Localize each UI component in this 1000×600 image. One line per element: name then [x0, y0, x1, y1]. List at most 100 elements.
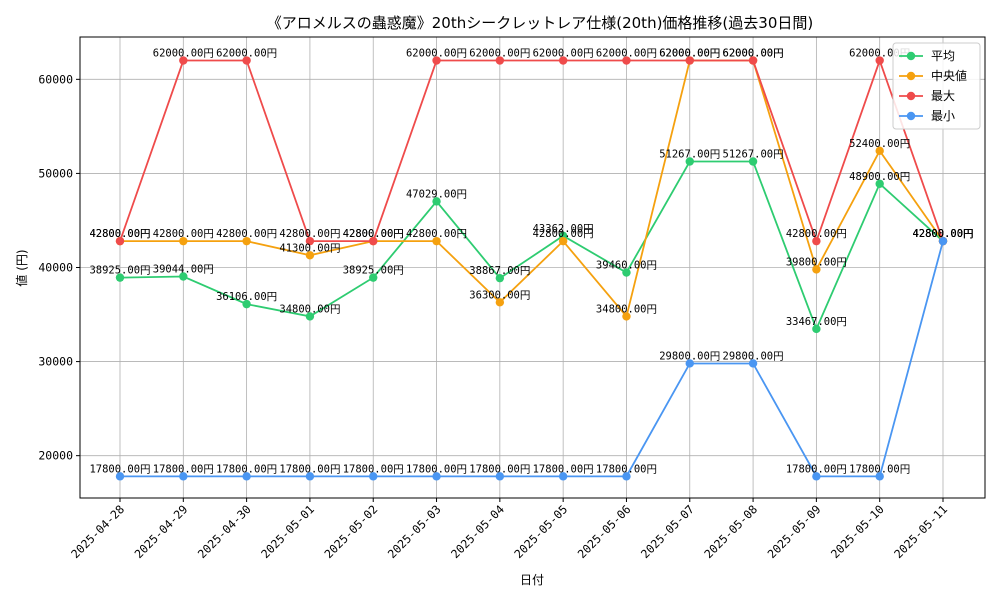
legend-label: 最小 — [931, 109, 955, 123]
data-point — [495, 273, 505, 283]
series-line — [119, 160, 944, 332]
data-label: 17800.00円 — [786, 463, 847, 475]
x-tick-label: 2025-04-30 — [195, 502, 254, 561]
y-tick-label: 30000 — [38, 355, 73, 369]
data-point — [242, 472, 251, 481]
data-label: 29800.00円 — [723, 350, 784, 362]
legend-label: 最大 — [931, 89, 955, 103]
data-point — [622, 312, 631, 321]
x-tick-label: 2025-05-09 — [765, 502, 824, 561]
data-label: 34800.00円 — [596, 303, 657, 315]
data-label: 38925.00円 — [343, 265, 404, 277]
legend-marker — [906, 91, 916, 101]
data-point — [622, 56, 631, 65]
data-point — [622, 472, 631, 481]
data-label: 48900.00円 — [849, 171, 910, 183]
data-label: 17800.00円 — [89, 463, 150, 475]
data-label: 62000.00円 — [659, 48, 720, 60]
legend-marker — [906, 51, 916, 61]
data-point — [432, 56, 441, 65]
data-label: 42800.00円 — [912, 228, 973, 240]
data-label: 39460.00円 — [596, 260, 657, 272]
legend-box — [892, 42, 981, 130]
data-label: 17800.00円 — [596, 463, 657, 475]
data-label: 52400.00円 — [849, 138, 910, 150]
data-label: 42800.00円 — [279, 228, 340, 240]
data-point — [812, 265, 821, 274]
data-point — [305, 312, 315, 321]
data-label: 62000.00円 — [723, 48, 784, 60]
x-axis-label: 日付 — [520, 573, 544, 587]
data-label: 17800.00円 — [343, 463, 404, 475]
data-label: 62000.00円 — [406, 48, 467, 60]
data-label: 42800.00円 — [786, 228, 847, 240]
data-point — [875, 472, 884, 481]
data-point — [305, 251, 315, 260]
data-point — [369, 236, 378, 246]
data-label: 42800.00円 — [912, 228, 973, 240]
x-tick-label: 2025-05-10 — [828, 502, 887, 561]
data-label: 47029.00円 — [406, 188, 467, 200]
y-tick-label: 20000 — [38, 449, 73, 463]
data-point — [875, 179, 884, 188]
data-label: 29800.00円 — [659, 350, 720, 362]
data-point — [432, 236, 441, 246]
y-tick-label: 50000 — [38, 166, 73, 180]
data-label: 17800.00円 — [406, 463, 467, 475]
data-label: 38867.00円 — [469, 265, 530, 277]
data-label: 42800.00円 — [89, 228, 150, 240]
data-label: 42800.00円 — [912, 228, 973, 240]
data-point — [748, 359, 758, 368]
data-label: 42800.00円 — [153, 228, 214, 240]
data-point — [685, 56, 694, 65]
data-label: 39800.00円 — [786, 256, 847, 268]
x-tick-label: 2025-05-01 — [258, 502, 317, 561]
data-label: 62000.00円 — [216, 48, 277, 60]
data-label: 42800.00円 — [533, 228, 594, 240]
data-point — [115, 472, 125, 481]
x-tick-label: 2025-05-08 — [701, 502, 760, 561]
data-label: 42800.00円 — [216, 228, 277, 240]
data-label: 42800.00円 — [343, 228, 404, 240]
data-point — [812, 472, 821, 481]
y-axis-label: 値 (円) — [14, 249, 29, 286]
data-label: 36106.00円 — [216, 291, 277, 303]
data-label: 62000.00円 — [153, 48, 214, 60]
data-label: 42800.00円 — [912, 228, 973, 240]
data-point — [179, 472, 188, 481]
data-label: 62000.00円 — [469, 48, 530, 60]
data-label: 34800.00円 — [279, 303, 340, 315]
data-label: 62000.00円 — [596, 48, 657, 60]
legend-label: 平均 — [931, 49, 955, 63]
series-line — [119, 57, 944, 244]
y-tick-label: 60000 — [38, 72, 73, 86]
data-point — [242, 236, 251, 246]
data-point — [938, 236, 948, 246]
data-point — [242, 299, 251, 309]
data-label: 62000.00円 — [659, 48, 720, 60]
chart-title: 《アロメルスの蟲惑魔》20thシークレットレア仕様(20th)価格推移(過去30… — [267, 14, 813, 32]
data-labels: 38925.00円 39044.00円36106.00円34800.00円3892… — [89, 48, 973, 476]
data-point — [305, 472, 315, 481]
data-point — [875, 56, 884, 65]
data-point — [685, 359, 694, 368]
data-point — [369, 273, 378, 282]
data-point — [622, 268, 631, 277]
data-point — [558, 56, 568, 65]
x-tick-label: 2025-05-04 — [448, 502, 507, 561]
data-point — [432, 197, 441, 206]
data-point — [812, 324, 821, 334]
data-point — [305, 236, 315, 246]
data-point — [495, 56, 505, 65]
x-tick-label: 2025-04-28 — [68, 502, 127, 561]
data-label: 42800.00円 — [406, 228, 467, 240]
y-tick-label: 40000 — [38, 261, 73, 275]
data-point — [179, 56, 188, 65]
data-label: 17800.00円 — [469, 463, 530, 475]
data-point — [685, 157, 694, 166]
data-point — [115, 236, 125, 246]
data-label: 51267.00円 — [659, 148, 720, 160]
data-label: 42800.00円 — [343, 228, 404, 240]
data-point — [115, 273, 125, 282]
